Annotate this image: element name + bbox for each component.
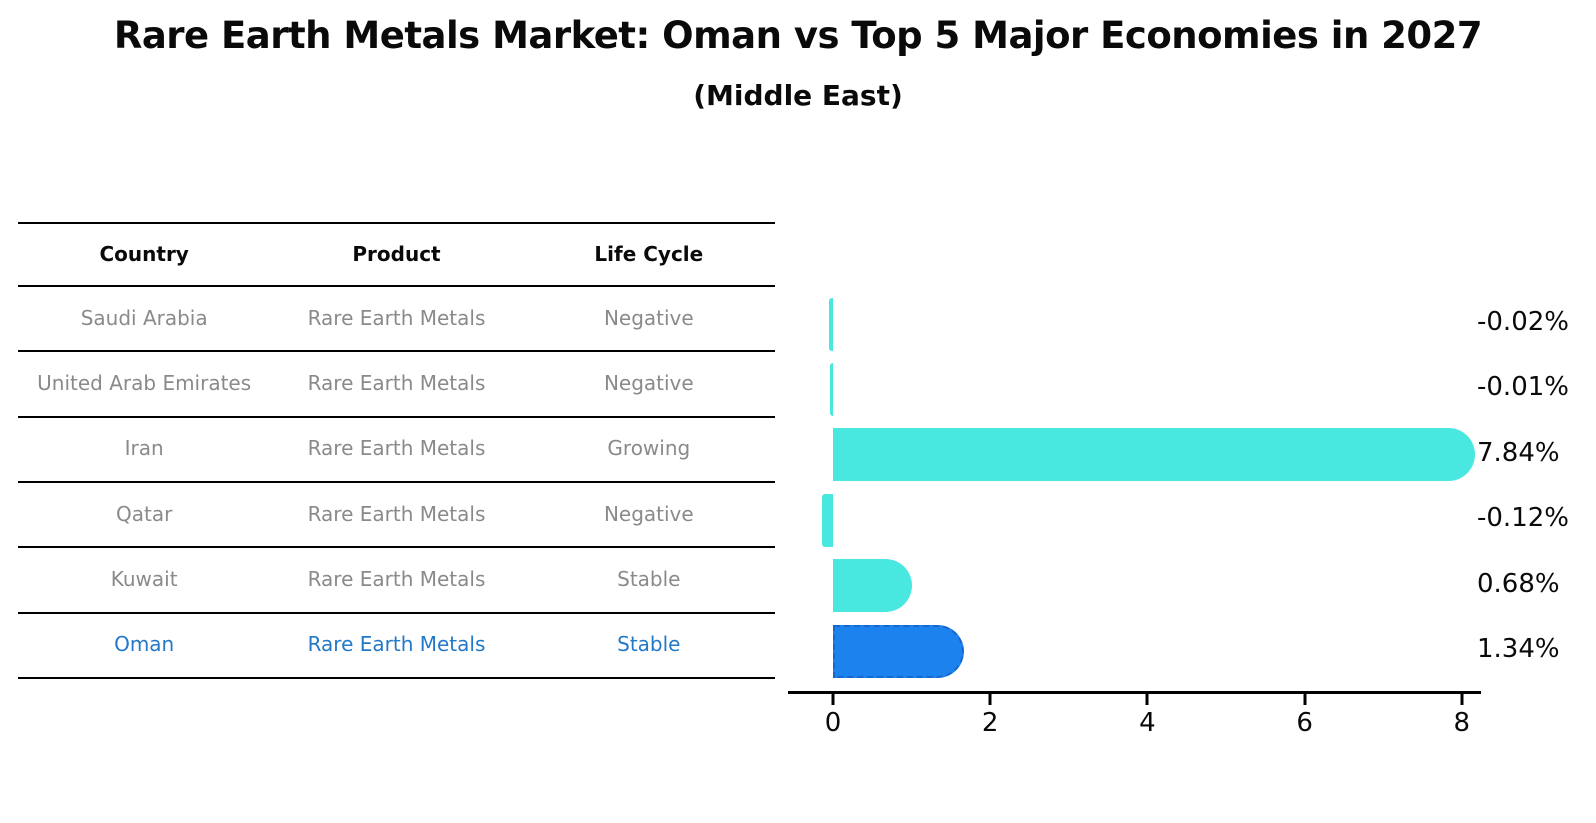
table-row-kuwait: Kuwait Rare Earth Metals Stable bbox=[18, 546, 775, 611]
table-header-country: Country bbox=[99, 241, 189, 266]
cell-life-cycle-kuwait: Stable bbox=[617, 566, 681, 591]
value-label-saudi-arabia: -0.02% bbox=[1477, 307, 1569, 337]
cell-product-kuwait: Rare Earth Metals bbox=[307, 566, 486, 591]
cell-product-united-arab-emirates: Rare Earth Metals bbox=[307, 370, 486, 395]
chart-title: Rare Earth Metals Market: Oman vs Top 5 … bbox=[113, 14, 1483, 57]
table-row-rule bbox=[18, 546, 775, 549]
table-row-united-arab-emirates: United Arab Emirates Rare Earth Metals Neg… bbox=[18, 350, 775, 415]
chart-subtitle: (Middle East) bbox=[693, 79, 903, 112]
table-header-rule bbox=[18, 285, 775, 287]
x-tick-4 bbox=[1145, 694, 1149, 705]
table-row-rule bbox=[18, 350, 775, 353]
cell-product-iran: Rare Earth Metals bbox=[307, 436, 486, 461]
value-label-kuwait: 0.68% bbox=[1477, 568, 1560, 599]
x-tick-0 bbox=[831, 694, 835, 705]
x-tick-label-0: 0 bbox=[824, 708, 842, 738]
cell-country-saudi-arabia: Saudi Arabia bbox=[80, 305, 208, 330]
cell-life-cycle-saudi-arabia: Negative bbox=[603, 305, 694, 330]
table-row-qatar: Qatar Rare Earth Metals Negative bbox=[18, 481, 775, 546]
cell-life-cycle-oman: Stable bbox=[617, 632, 681, 657]
cell-life-cycle-united-arab-emirates: Negative bbox=[603, 370, 694, 395]
value-label-qatar: -0.12% bbox=[1477, 503, 1569, 534]
value-label-oman: 1.34% bbox=[1477, 634, 1560, 664]
cell-country-qatar: Qatar bbox=[116, 501, 173, 526]
table-row-oman: Oman Rare Earth Metals Stable bbox=[18, 612, 775, 677]
x-tick-label-6: 6 bbox=[1296, 708, 1313, 738]
bar-oman bbox=[833, 624, 965, 678]
x-tick-2 bbox=[988, 694, 992, 705]
cell-life-cycle-qatar: Negative bbox=[603, 501, 694, 526]
x-tick-6 bbox=[1303, 694, 1307, 705]
table-row-rule bbox=[18, 415, 775, 418]
cell-product-oman: Rare Earth Metals bbox=[307, 632, 486, 657]
x-axis-line bbox=[788, 691, 1481, 694]
cell-product-saudi-arabia: Rare Earth Metals bbox=[307, 305, 486, 330]
value-label-united-arab-emirates: -0.01% bbox=[1477, 372, 1569, 403]
x-tick-8 bbox=[1460, 694, 1464, 705]
table-row-saudi-arabia: Saudi Arabia Rare Earth Metals Negative bbox=[18, 285, 775, 350]
table-row-rule bbox=[18, 480, 775, 483]
value-label-iran: 7.84% bbox=[1477, 437, 1560, 468]
cell-country-united-arab-emirates: United Arab Emirates bbox=[37, 370, 252, 395]
x-tick-label-8: 8 bbox=[1453, 708, 1471, 738]
x-tick-label-4: 4 bbox=[1139, 708, 1156, 738]
x-tick-label-2: 2 bbox=[981, 708, 999, 738]
cell-life-cycle-iran: Growing bbox=[607, 436, 691, 461]
bar-qatar bbox=[821, 493, 833, 547]
bar-iran bbox=[833, 428, 1476, 482]
table-row-rule bbox=[18, 676, 775, 679]
table-header-row: Country Product Life Cycle bbox=[18, 222, 775, 285]
bar-kuwait bbox=[833, 559, 913, 613]
bar-united-arab-emirates bbox=[830, 362, 833, 416]
cell-country-oman: Oman bbox=[114, 632, 175, 657]
bar-saudi-arabia bbox=[829, 297, 833, 351]
table-header-life-cycle: Life Cycle bbox=[594, 241, 704, 266]
table-row-rule bbox=[18, 611, 775, 614]
cell-country-kuwait: Kuwait bbox=[110, 566, 178, 591]
table-row-iran: Iran Rare Earth Metals Growing bbox=[18, 416, 775, 481]
cell-product-qatar: Rare Earth Metals bbox=[307, 501, 486, 526]
cell-country-iran: Iran bbox=[124, 436, 164, 461]
table-header-product: Product bbox=[352, 241, 441, 266]
table-top-rule bbox=[18, 222, 775, 224]
